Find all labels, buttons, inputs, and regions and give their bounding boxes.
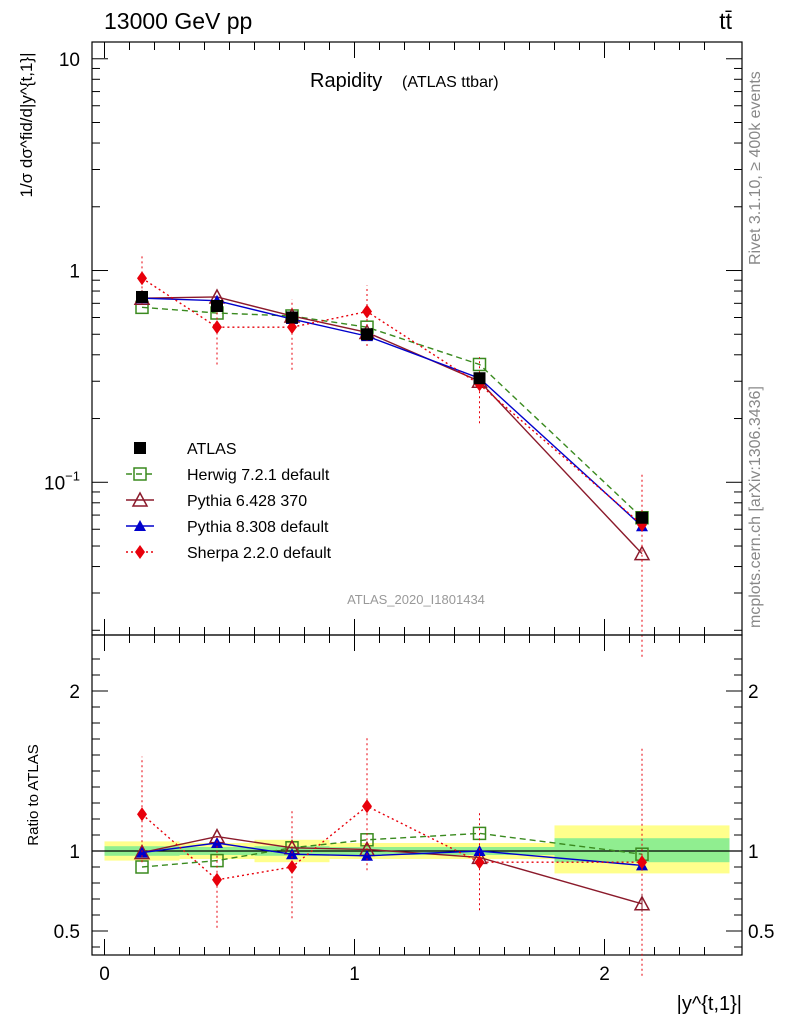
legend-label: Pythia 8.308 default <box>187 519 329 536</box>
ratio-point <box>474 855 485 870</box>
main-panel: 10−1 1 10 ATLAS Herwig 7.2.1 default Pythia 6… <box>44 41 743 657</box>
ratio-y-tick-label-right: 0.5 <box>748 922 774 943</box>
legend-marker <box>134 442 146 454</box>
ratio-line-2 <box>141 842 643 867</box>
legend-marker <box>133 467 147 481</box>
x-tick-label: 2 <box>599 964 610 985</box>
ratio-point <box>137 807 147 822</box>
ratio-point <box>473 845 486 856</box>
analysis-label: ATLAS_2020_I1801434 <box>347 592 485 607</box>
data-point-sherpa <box>287 320 297 335</box>
ratio-point <box>637 855 647 870</box>
x-tick-label: 1 <box>349 964 360 985</box>
ratio-point <box>286 848 298 860</box>
energy-label: 13000 GeV pp <box>104 8 252 34</box>
ratio-point <box>361 849 373 861</box>
data-point-atlas <box>473 372 486 385</box>
data-point-sherpa <box>137 271 147 286</box>
legend-marker <box>131 491 149 507</box>
ratio-y-tick-label-left: 0.5 <box>54 922 80 943</box>
ratio-line-3 <box>141 805 642 881</box>
ratio-y-axis-label: Ratio to ATLAS <box>25 744 42 845</box>
data-point-sherpa <box>212 320 222 335</box>
legend-label: Sherpa 2.2.0 default <box>187 545 332 562</box>
legend-label: ATLAS <box>187 441 237 458</box>
ratio-line-1 <box>141 835 643 905</box>
ratio-point <box>287 860 297 874</box>
ratio-panel: 0.5 0.5 1 1 2 2 0 1 2 <box>54 634 774 985</box>
legend-label: Pythia 6.428 370 <box>187 493 307 510</box>
series-line-2 <box>141 296 643 555</box>
data-point-atlas <box>211 299 223 312</box>
data-point-pythia <box>633 545 651 561</box>
chart-title: Rapidity <box>310 70 382 92</box>
chart-subtitle: (ATLAS ttbar) <box>402 74 499 91</box>
ratio-line-0 <box>141 832 643 868</box>
series-line-3 <box>141 297 643 527</box>
x-axis-label: |y^{t,1}| <box>677 993 742 1015</box>
ratio-point <box>362 799 372 814</box>
data-point-sherpa <box>362 304 372 319</box>
ratio-y-tick-label-right: 1 <box>748 842 759 863</box>
main-y-tick-label: 1 <box>69 262 80 283</box>
legend-marker <box>134 520 146 531</box>
main-y-tick-label-exp: −1 <box>65 468 80 483</box>
rivet-label: Rivet 3.1.10, ≥ 400k events <box>747 71 764 265</box>
ratio-y-tick-label-left: 2 <box>69 682 80 703</box>
series-line-1 <box>141 306 643 519</box>
process-label: tt̄ <box>719 8 732 34</box>
ratio-frame <box>91 634 743 956</box>
main-y-axis-label: 1/σ dσ^fid/d|y^{t,1}| <box>17 52 36 197</box>
ratio-point <box>212 872 222 887</box>
main-y-tick-label: 10 <box>59 50 80 71</box>
data-point-atlas <box>136 290 148 303</box>
data-point-atlas <box>361 328 373 341</box>
x-tick-label: 0 <box>99 964 110 985</box>
main-y-tick-label: 10−1 <box>44 468 80 494</box>
data-point-herwig <box>472 357 487 372</box>
legend-marker <box>135 545 145 559</box>
data-point-atlas <box>286 311 298 324</box>
data-point-atlas <box>636 511 648 524</box>
legend-label: Herwig 7.2.1 default <box>187 467 330 484</box>
series-line-4 <box>141 277 643 526</box>
mcplots-label: mcplots.cern.ch [arXiv:1306.3436] <box>747 386 764 628</box>
ratio-y-tick-label-right: 2 <box>748 682 759 703</box>
ratio-y-tick-label-left: 1 <box>69 842 80 863</box>
